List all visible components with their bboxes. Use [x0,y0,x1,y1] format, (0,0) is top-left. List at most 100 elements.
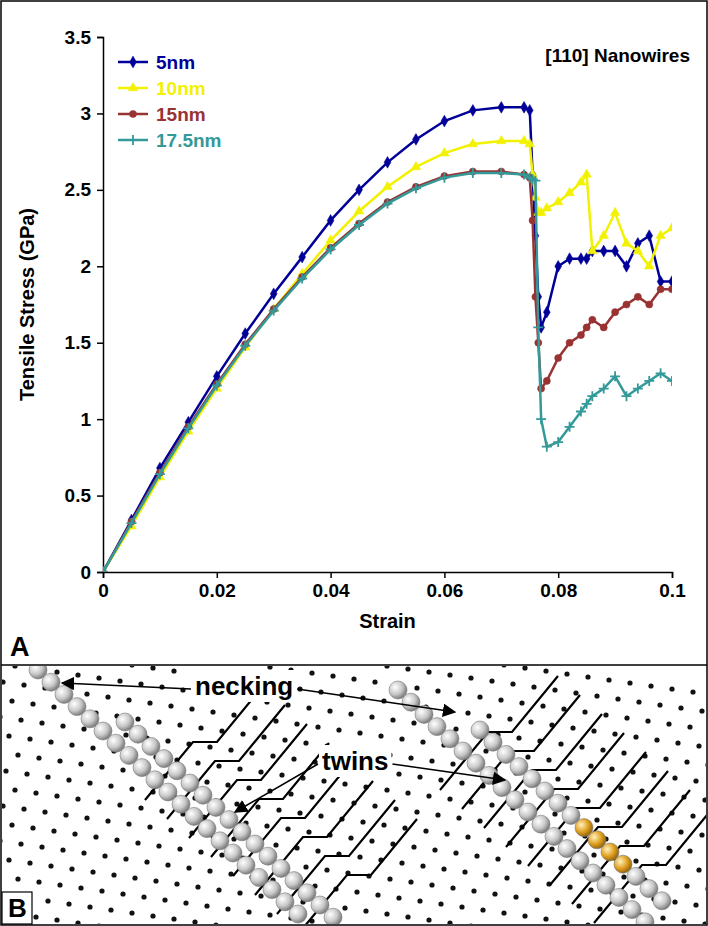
figure-frame [1,1,707,925]
lattice-atom [162,897,167,902]
callout-arrow [297,689,455,712]
lattice-atom [111,872,116,877]
lattice-atom [462,869,467,874]
lattice-atom [375,892,380,897]
lattice-atom [459,904,464,909]
lattice-atom [537,862,542,867]
lattice-atom [420,863,425,868]
callout-label: necking [195,671,293,701]
lattice-atom [129,910,134,915]
series-marker [155,469,165,479]
series-marker [354,206,364,214]
lattice-atom [225,782,230,787]
lattice-atom [555,900,560,905]
lattice-atom [597,782,602,787]
lattice-atom [594,817,599,822]
lattice-atom [39,720,44,725]
series-marker [565,187,575,195]
y-axis: 00.511.522.533.5 [65,27,104,583]
atom-chains [29,666,671,924]
lattice-atom [174,881,179,886]
lattice-atom [447,672,452,677]
y-tick-mark [97,266,103,268]
lattice-atom [9,698,14,703]
lattice-atom [2,803,6,808]
lattice-atom [108,907,113,912]
lattice-atom [624,839,629,844]
lattice-atom [2,714,3,719]
lattice-atom [582,709,587,714]
panel-b [2,666,706,924]
series-marker [183,423,193,433]
lattice-atom [372,679,377,684]
lattice-atom [699,708,704,713]
series-marker [583,253,590,265]
series-marker [583,324,590,331]
lattice-atom [702,797,706,802]
x-axis-title: Strain [359,610,416,632]
lattice-atom [522,666,527,671]
lattice-atom [267,666,272,670]
lattice-atom [615,820,620,825]
lattice-atom [102,853,107,858]
lattice-atom [21,682,26,687]
lattice-atom [321,778,326,783]
lattice-atom [267,912,272,917]
series-marker [103,567,108,572]
twin-line [550,771,668,885]
series-marker [646,301,653,308]
x-tick: 0.06 [426,572,463,601]
lattice-atom [234,801,239,806]
lattice-atom [120,767,125,772]
lattice-atom [123,856,128,861]
lattice-atom [306,829,311,834]
lattice-atom [177,846,182,851]
lattice-atom [54,669,59,674]
lattice-atom [666,845,671,850]
lattice-atom [72,831,77,836]
series-marker [326,235,336,243]
twin-lines [145,676,706,924]
lattice-atom [591,852,596,857]
lattice-atom [18,841,23,846]
lattice-atom [9,822,14,827]
lattice-atom [399,736,404,741]
lattice-atom [633,858,638,863]
series-marker [555,354,562,361]
series-marker [599,384,609,394]
x-tick: 0.04 [313,572,350,601]
lattice-atom [564,919,569,924]
lattice-atom [438,901,443,906]
legend-label: 10nm [156,78,206,99]
lattice-atom [306,705,311,710]
lattice-atom [240,731,245,736]
lattice-atom [501,666,506,668]
lattice-atom [237,890,242,895]
twin-line [528,752,646,866]
x-tick-label: 0.02 [199,580,236,601]
lattice-atom [270,753,275,758]
lattice-atom [96,675,101,680]
series-marker [588,245,598,253]
lattice-atom [12,666,17,669]
lattice-atom [663,880,668,885]
series-marker [413,134,420,146]
lattice-atom [36,879,41,884]
lattice-atom [294,721,299,726]
lattice-atom [627,680,632,685]
lattice-atom [258,769,263,774]
lattice-atom [504,875,509,880]
series-marker [576,407,586,417]
lattice-atom [411,844,416,849]
lattice-atom [456,691,461,696]
lattice-atom [99,764,104,769]
lattice-atom [126,821,131,826]
lattice-atom [129,666,134,668]
legend-label: 5nm [156,52,195,73]
lattice-atom [456,815,461,820]
lattice-atom [279,772,284,777]
lattice-atom [75,672,80,677]
lattice-atom [426,917,431,922]
y-tick-label: 0.5 [65,485,92,506]
lattice-atom [675,740,680,745]
